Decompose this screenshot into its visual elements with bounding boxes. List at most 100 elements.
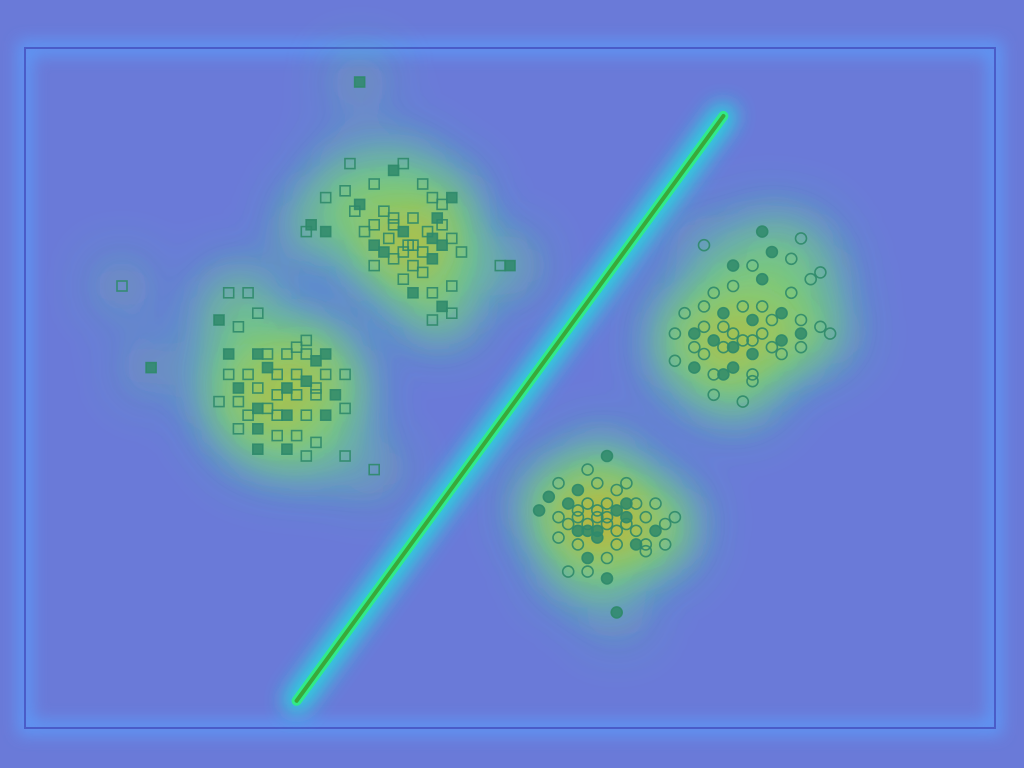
circle-point	[717, 306, 730, 320]
circle-point	[561, 517, 575, 531]
circle-point	[649, 524, 662, 538]
circle-point	[639, 544, 653, 558]
circle-point	[726, 361, 740, 374]
heat-blob	[612, 540, 621, 549]
circle-point	[746, 313, 759, 327]
square-point	[426, 286, 439, 299]
circle-point	[804, 272, 818, 286]
circle-point	[649, 497, 662, 510]
heat-blob	[797, 316, 805, 324]
square-point	[397, 225, 410, 238]
square-point	[300, 348, 313, 360]
heat-blob	[777, 350, 786, 358]
heat-blob	[409, 261, 417, 270]
square-point	[421, 225, 434, 238]
circle-point	[794, 313, 808, 327]
circle-point	[620, 497, 633, 510]
heat-blob	[273, 390, 282, 399]
heat-blob	[612, 486, 621, 494]
square-point	[455, 246, 468, 258]
heat-blob	[651, 499, 660, 508]
heat-blob	[321, 370, 330, 379]
decision-line-group	[283, 103, 737, 714]
heat-blob	[719, 343, 728, 352]
heat-blob	[234, 322, 243, 331]
circle-point	[610, 524, 624, 538]
square-point	[232, 382, 245, 394]
heat-blob	[661, 520, 670, 528]
circle-point	[823, 327, 837, 340]
heat-blob	[370, 220, 379, 229]
square-point	[300, 375, 313, 388]
circle-point	[552, 476, 565, 490]
heat-blob	[370, 465, 379, 474]
circle-point	[736, 334, 750, 347]
heat-blob	[670, 356, 679, 365]
circle-point	[668, 327, 682, 340]
heat-blob	[428, 316, 437, 324]
heat-blob	[360, 227, 369, 236]
heat-blob	[729, 329, 738, 338]
circle-point	[697, 320, 711, 334]
square-point	[222, 286, 235, 299]
circle-point	[726, 340, 740, 354]
square-point	[145, 361, 157, 374]
heat-blob	[215, 397, 223, 406]
square-point	[232, 422, 245, 435]
square-point	[353, 198, 366, 211]
circle-point	[775, 306, 788, 320]
circle-point	[668, 354, 682, 368]
square-point	[300, 450, 313, 462]
square-point	[271, 409, 284, 422]
heat-blob	[583, 465, 592, 474]
square-point	[358, 225, 371, 238]
square-point	[368, 259, 381, 272]
square-point	[397, 157, 410, 170]
circle-point	[629, 524, 643, 538]
heat-blob	[292, 431, 301, 440]
square-point	[319, 368, 332, 381]
square-point	[310, 382, 322, 394]
square-point	[339, 185, 351, 197]
circle-point	[726, 327, 740, 340]
circle-point	[697, 300, 711, 313]
heat-blob	[554, 533, 563, 542]
square-point	[387, 212, 400, 224]
plot-frame	[24, 47, 996, 729]
square-point	[300, 334, 313, 347]
square-point	[382, 232, 395, 245]
square-point	[242, 286, 254, 299]
circle-point	[707, 286, 721, 300]
square-point	[252, 307, 264, 320]
square-point	[426, 253, 439, 265]
square-point	[310, 354, 322, 367]
square-point	[242, 368, 254, 381]
heat-blob	[826, 329, 835, 338]
heat-blob	[253, 309, 262, 318]
heat-blob	[719, 322, 728, 331]
heat-blob	[709, 288, 718, 297]
heat-blob	[670, 513, 679, 522]
circle-point	[610, 483, 624, 497]
heat-blob	[224, 288, 233, 297]
heat-blob	[409, 214, 417, 222]
square-point	[290, 368, 303, 381]
circle-point	[610, 606, 624, 619]
square-point	[426, 191, 439, 204]
heat-blob	[253, 384, 262, 392]
heat-blob	[273, 370, 282, 379]
circle-point	[561, 497, 575, 510]
decision-line	[294, 114, 726, 703]
circle-point	[746, 368, 759, 381]
square-point	[310, 388, 322, 401]
circle-point	[552, 531, 565, 544]
heat-blob	[244, 370, 253, 379]
square-point	[436, 300, 448, 313]
square-point	[281, 348, 293, 360]
square-point	[310, 436, 322, 449]
heat-blob	[758, 302, 767, 311]
heat-blob	[700, 241, 708, 250]
square-point	[339, 402, 351, 415]
square-point	[407, 259, 419, 272]
circle-point	[600, 449, 614, 463]
